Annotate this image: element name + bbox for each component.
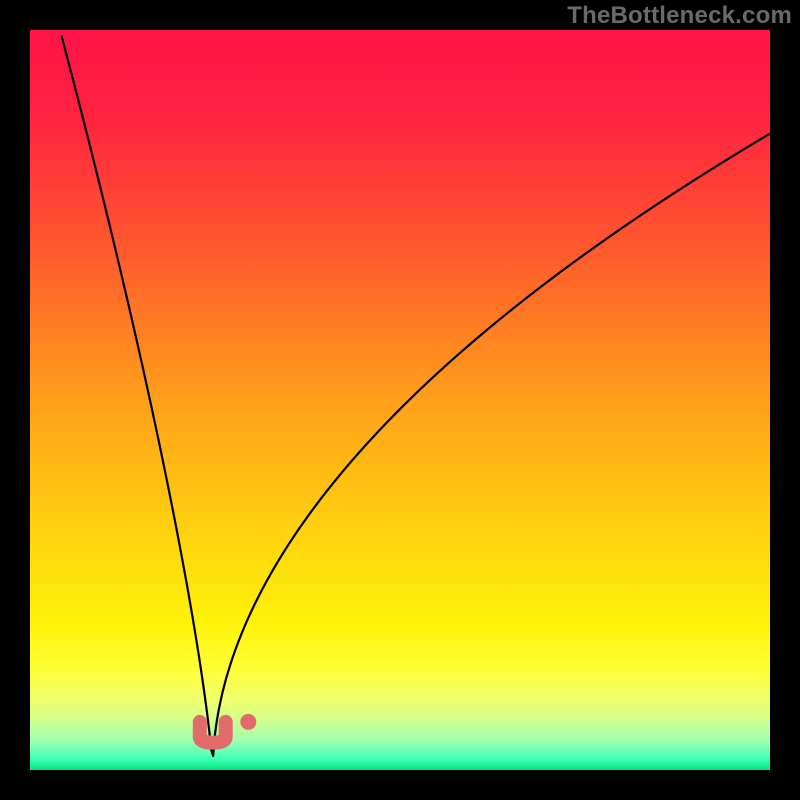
bottleneck-chart-svg xyxy=(0,0,800,800)
watermark-text: TheBottleneck.com xyxy=(567,2,792,30)
chart-root: TheBottleneck.com xyxy=(0,0,800,800)
